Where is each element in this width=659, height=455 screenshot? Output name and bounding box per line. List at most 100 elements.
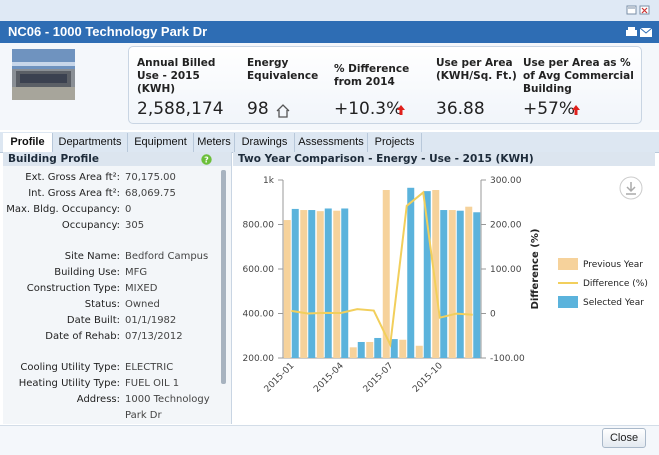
bar [284, 220, 291, 358]
field-value: 01/1/1982 [125, 313, 215, 329]
profile-row: Status:Owned [3, 297, 225, 313]
field-label: Site Name: [3, 249, 125, 265]
y2-tick-label: 100.00 [490, 265, 522, 275]
metric-label: Use per Area as % of Avg Commercial Buil… [523, 57, 638, 96]
field-label: Construction Type: [3, 281, 125, 297]
metric-label: % Difference from 2014 [334, 63, 424, 89]
profile-row: Cooling Utility Type:ELECTRIC [3, 360, 225, 376]
legend-label: Previous Year [583, 260, 643, 270]
x-tick-label: 2015-01 [263, 361, 297, 395]
y2-tick-label: -100.00 [490, 354, 525, 364]
legend-label: Selected Year [583, 298, 644, 308]
profile-rows: Ext. Gross Area ft²:70,175.00Int. Gross … [3, 170, 225, 424]
bar [399, 340, 406, 358]
metrics-card: Annual Billed Use - 2015 (KWH) 2,588,174… [128, 46, 642, 124]
title-icons[interactable] [625, 26, 653, 38]
scrollbar[interactable] [221, 170, 226, 384]
x-tick-label: 2015-04 [312, 361, 346, 395]
bar [358, 342, 365, 358]
window-controls[interactable] [626, 5, 652, 16]
x-tick-label: 2015-10 [411, 361, 445, 395]
profile-row: Ext. Gross Area ft²:70,175.00 [3, 170, 225, 186]
metric-value: 2,588,174 [137, 99, 224, 119]
tab[interactable]: Drawings [235, 133, 295, 152]
field-label: Date of Rehab: [3, 329, 125, 345]
bar [465, 207, 472, 358]
profile-row: Construction Type:MIXED [3, 281, 225, 297]
bar [317, 211, 324, 358]
profile-row: Heating Utility Type:FUEL OIL 1 [3, 376, 225, 392]
y2-tick-label: 0 [490, 310, 496, 320]
profile-row: Date Built:01/1/1982 [3, 313, 225, 329]
tab[interactable]: Profile [3, 133, 53, 152]
chart-panel: Two Year Comparison - Energy - Use - 201… [233, 152, 655, 424]
field-label: Cooling Utility Type: [3, 360, 125, 376]
field-label: Address: [3, 392, 125, 424]
metric-value: +10.3% [334, 99, 402, 119]
tab[interactable]: Assessments [295, 133, 368, 152]
bar [407, 188, 414, 358]
bar [374, 338, 381, 358]
field-value: 0 [125, 202, 215, 218]
profile-panel: Building Profile ? Ext. Gross Area ft²:7… [3, 152, 232, 424]
tab[interactable]: Projects [368, 133, 422, 152]
bar [473, 212, 480, 358]
field-label: Max. Bldg. Occupancy: [3, 202, 125, 218]
profile-row: Max. Bldg. Occupancy:0 [3, 202, 225, 218]
field-value: ELECTRIC [125, 360, 215, 376]
profile-row: Building Use:MFG [3, 265, 225, 281]
tab-bar: Profile Departments Equipment Meters Dra… [0, 132, 659, 153]
field-label: Int. Gross Area ft²: [3, 186, 125, 202]
profile-row: Int. Gross Area ft²:68,069.75 [3, 186, 225, 202]
tab[interactable]: Meters [194, 133, 235, 152]
bar [333, 211, 340, 358]
profile-row: Occupancy:305 [3, 218, 225, 234]
legend-label: Difference (%) [583, 279, 648, 289]
y-tick-label: 800.00 [243, 221, 275, 231]
bar [366, 342, 373, 358]
field-label: Heating Utility Type: [3, 376, 125, 392]
tab[interactable]: Equipment [128, 133, 194, 152]
legend-swatch [558, 258, 578, 270]
profile-row: Date of Rehab:07/13/2012 [3, 329, 225, 345]
up-arrow [396, 104, 406, 116]
panel-title: Building Profile [3, 152, 231, 166]
metric-label: Annual Billed Use - 2015 (KWH) [137, 57, 232, 96]
field-value: FUEL OIL 1 [125, 376, 215, 392]
bar [292, 209, 299, 358]
tab[interactable]: Departments [53, 133, 128, 152]
y-tick-label: 200.00 [243, 354, 275, 364]
profile-row: Site Name:Bedford Campus [3, 249, 225, 265]
chart: 200.00 400.00 600.00 800.00 1k -100.00 0 100.00… [233, 166, 655, 424]
bar [341, 208, 348, 358]
field-value: 305 [125, 218, 215, 234]
field-value: Bedford Campus [125, 249, 215, 265]
bar [416, 346, 423, 358]
y-tick-label: 600.00 [243, 265, 275, 275]
y2-axis-label: Difference (%) [530, 229, 541, 310]
field-label: Building Use: [3, 265, 125, 281]
legend-swatch [558, 296, 578, 308]
svg-text:?: ? [204, 156, 209, 165]
y-tick-label: 400.00 [243, 310, 275, 320]
title-bar: NC06 - 1000 Technology Park Dr [0, 21, 659, 43]
field-label: Status: [3, 297, 125, 313]
help-icon[interactable]: ? [201, 154, 212, 165]
profile-row: Address:1000 Technology Park Dr [3, 392, 225, 424]
bar [350, 347, 357, 358]
y-tick-label: 1k [263, 176, 275, 186]
field-value: 1000 Technology Park Dr [125, 392, 215, 424]
bar [457, 211, 464, 358]
bar [391, 339, 398, 358]
chart-title: Two Year Comparison - Energy - Use - 201… [233, 152, 655, 166]
close-button[interactable]: Close [602, 428, 646, 448]
field-value: 68,069.75 [125, 186, 215, 202]
bar [300, 210, 307, 358]
x-tick-label: 2015-07 [362, 361, 396, 395]
field-label: Ext. Gross Area ft²: [3, 170, 125, 186]
bar [440, 210, 447, 358]
bar [325, 208, 332, 358]
field-value: MFG [125, 265, 215, 281]
footer [0, 425, 659, 455]
